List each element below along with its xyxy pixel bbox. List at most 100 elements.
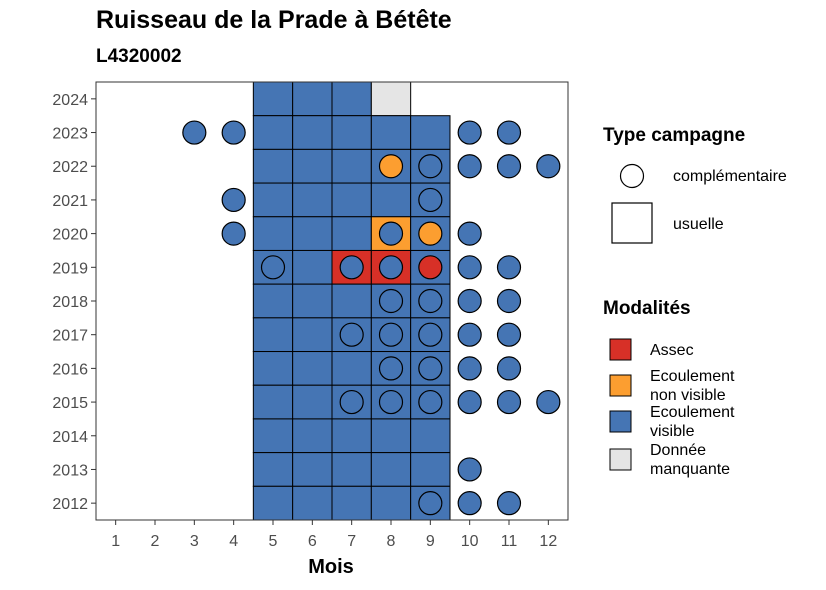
- x-tick-label: 6: [308, 533, 317, 550]
- point-2015-9: [418, 389, 443, 415]
- point-2018-9: [418, 288, 443, 314]
- point-2015-12: [536, 389, 561, 415]
- x-tick-label: 4: [229, 533, 238, 550]
- point-2019-5: [260, 255, 286, 280]
- legend-key-complementaire: [619, 163, 645, 189]
- legend-modalites-title: Modalités: [603, 298, 691, 319]
- tile-2023-8: [370, 115, 412, 150]
- tile-2023-7: [331, 115, 372, 150]
- legend-label-usuelle: usuelle: [673, 216, 724, 233]
- tile-2017-5: [252, 317, 294, 353]
- tile-2012-6: [292, 485, 333, 521]
- point-2022-10: [457, 154, 482, 179]
- x-tick-label: 7: [347, 533, 356, 550]
- point-2017-9: [418, 322, 443, 347]
- tile-2017-6: [292, 317, 333, 353]
- tile-2019-6: [292, 249, 333, 285]
- legend-label-line: visible: [650, 423, 695, 440]
- tile-2020-5: [252, 216, 294, 251]
- tile-2015-5: [252, 384, 294, 420]
- point-2012-10: [457, 491, 482, 516]
- y-tick-label: 2012: [52, 496, 88, 513]
- y-tick-label: 2024: [52, 92, 88, 109]
- point-2016-11: [496, 356, 522, 381]
- point-2012-9: [418, 491, 443, 516]
- y-axis: 2012 2013 2014 2015 2016 2017 2018 2019 2020 2021…: [52, 92, 96, 513]
- y-tick-label: 2021: [52, 193, 88, 210]
- y-tick-label: 2014: [52, 429, 88, 446]
- x-tick-label: 1: [111, 533, 120, 550]
- tile-2016-5: [252, 351, 294, 386]
- tile-2014-9: [410, 418, 451, 454]
- point-2016-9: [418, 356, 443, 381]
- point-2019-9: [418, 255, 443, 280]
- tile-2021-6: [292, 182, 333, 218]
- tile-2020-7: [331, 216, 372, 251]
- y-tick-label: 2020: [52, 227, 88, 244]
- x-axis: 1 2 3 4 5 6 7 8 9 10 11 12: [111, 520, 557, 550]
- legend-key-usuelle: [611, 202, 653, 244]
- point-2022-8: [378, 154, 404, 179]
- point-2023-4: [221, 120, 246, 145]
- tile-2024-5: [252, 81, 294, 117]
- tile-2016-6: [292, 351, 333, 386]
- x-tick-label: 5: [269, 533, 278, 550]
- y-tick-label: 2019: [52, 260, 88, 277]
- x-tick-label: 9: [426, 533, 435, 550]
- y-tick-label: 2022: [52, 159, 88, 176]
- tile-2013-7: [331, 452, 372, 487]
- tile-2020-6: [292, 216, 333, 251]
- point-2019-10: [457, 255, 482, 280]
- point-2019-7: [339, 255, 364, 280]
- point-2017-11: [496, 322, 522, 347]
- y-tick-label: 2013: [52, 462, 88, 479]
- legend-type-title: Type campagne: [603, 125, 746, 146]
- legend-label-line: manquante: [650, 461, 731, 478]
- x-tick-label: 3: [190, 533, 199, 550]
- y-tick-label: 2015: [52, 395, 88, 412]
- legend-label-line: Ecoulement: [650, 404, 735, 421]
- point-2018-10: [457, 288, 482, 314]
- tile-2012-5: [252, 485, 294, 521]
- tile-2012-7: [331, 485, 372, 521]
- x-tick-label: 2: [151, 533, 160, 550]
- y-tick-label: 2016: [52, 361, 88, 378]
- tile-2024-6: [292, 81, 333, 117]
- legend-key-non-visible: [609, 374, 632, 397]
- point-2016-8: [378, 356, 404, 381]
- point-2012-11: [496, 491, 522, 516]
- point-2023-10: [457, 120, 482, 145]
- point-2020-8: [378, 221, 404, 246]
- tile-2013-8: [370, 452, 412, 487]
- tile-2024-7: [331, 81, 372, 117]
- point-2020-4: [221, 221, 246, 246]
- point-2015-8: [378, 389, 404, 415]
- tile-2023-6: [292, 115, 333, 150]
- tile-2013-9: [410, 452, 451, 487]
- tile-2018-6: [292, 283, 333, 319]
- chart-subtitle: L4320002: [96, 46, 182, 67]
- chart-title: Ruisseau de la Prade à Bétête: [96, 6, 452, 34]
- point-layer: [182, 120, 561, 516]
- tile-2022-7: [331, 148, 372, 184]
- tile-2022-6: [292, 148, 333, 184]
- tile-2015-6: [292, 384, 333, 420]
- point-2021-4: [221, 187, 246, 213]
- tile-2014-8: [370, 418, 412, 454]
- y-tick-label: 2018: [52, 294, 88, 311]
- legend-label-line: Ecoulement: [650, 368, 735, 385]
- point-2022-12: [536, 154, 561, 179]
- point-2018-11: [496, 288, 522, 314]
- tile-2014-7: [331, 418, 372, 454]
- point-2015-7: [339, 389, 364, 415]
- point-2017-7: [339, 322, 364, 347]
- legend-label-line: non visible: [650, 387, 726, 404]
- tile-2022-5: [252, 148, 294, 184]
- legend-label-line: Donnée: [650, 442, 707, 459]
- tile-2014-5: [252, 418, 294, 454]
- tile-2023-5: [252, 115, 294, 150]
- point-2023-11: [496, 120, 522, 145]
- legend-label-non-visible: Ecoulement non visible: [650, 367, 735, 405]
- point-2019-8: [378, 255, 404, 280]
